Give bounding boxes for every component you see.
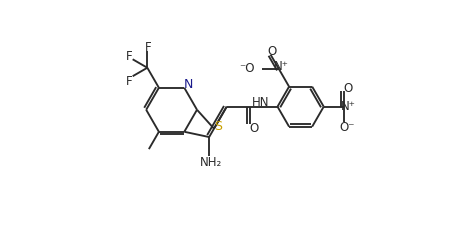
Text: HN: HN xyxy=(252,95,269,108)
Text: O⁻: O⁻ xyxy=(340,121,355,134)
Text: ⁻O: ⁻O xyxy=(239,62,255,75)
Text: N: N xyxy=(184,78,193,91)
Text: F: F xyxy=(125,74,132,87)
Text: F: F xyxy=(125,50,132,63)
Text: O: O xyxy=(267,45,277,58)
Text: N⁺: N⁺ xyxy=(341,99,356,112)
Text: F: F xyxy=(145,41,152,54)
Text: S: S xyxy=(215,120,223,133)
Text: O: O xyxy=(249,121,258,134)
Text: O: O xyxy=(343,82,352,95)
Text: N⁺: N⁺ xyxy=(274,60,289,73)
Text: NH₂: NH₂ xyxy=(200,155,222,169)
